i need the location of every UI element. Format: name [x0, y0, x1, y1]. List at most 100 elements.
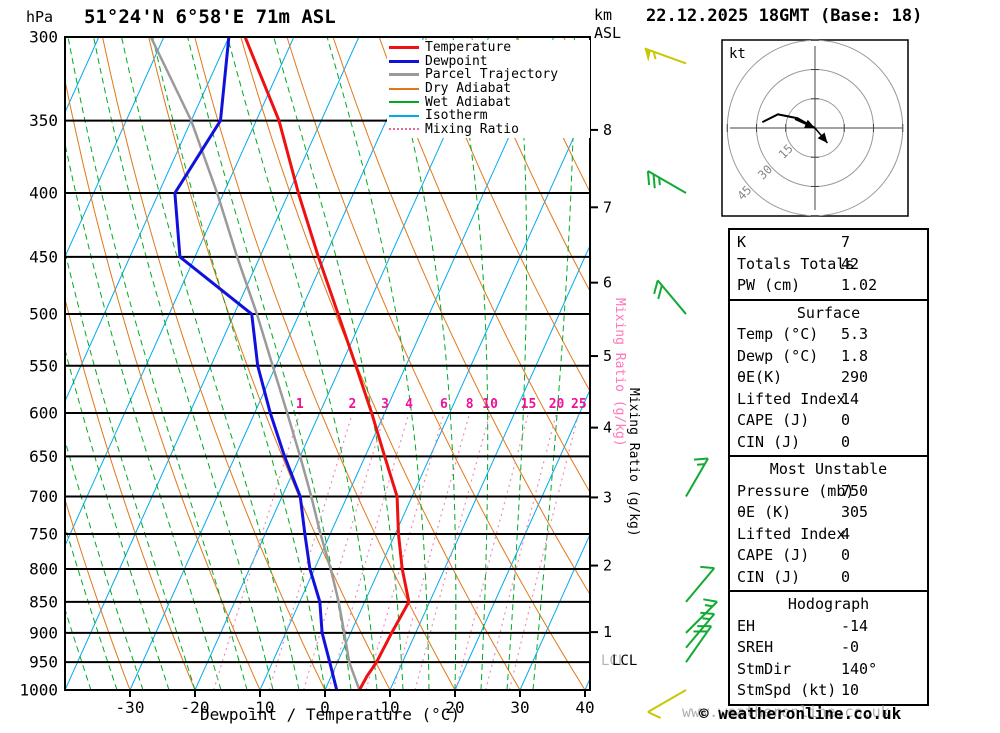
table-row-label: StmDir	[737, 659, 792, 678]
table-row-value: 42	[841, 254, 860, 273]
table-row-label: CAPE (J)	[737, 546, 810, 564]
table-row: StmDir 140°	[730, 659, 927, 681]
legend-label: Dry Adiabat	[425, 81, 512, 97]
temp-tick-label: 30	[510, 698, 529, 717]
mixing-ratio-value-label: 20	[549, 397, 565, 412]
dewpoint-curve	[173, 37, 339, 690]
wind-barb-column	[644, 47, 718, 719]
temp-tick-label: -30	[116, 698, 145, 717]
pressure-tick-label: 900	[29, 623, 58, 642]
wind-barb	[647, 689, 687, 719]
legend-item: Temperature	[389, 40, 590, 55]
copyright: © weatheronline.co.uk	[699, 704, 902, 723]
table-section: Surface Temp (°C) 5.3 Dewp (°C) 1.8 θE(K) 290 L…	[728, 298, 929, 457]
pressure-tick-label: 650	[29, 447, 58, 466]
mixing-ratio-value-label: 1	[296, 397, 304, 412]
isotherm-lines	[65, 37, 590, 690]
mixing-ratio-value-label: 2	[349, 397, 357, 412]
pressure-tick-label: 750	[29, 524, 58, 543]
mixing-ratio-value-label: 25	[571, 397, 587, 412]
table-row-value: 0	[841, 546, 851, 564]
legend-line-sample	[389, 101, 419, 104]
table-row: CAPE (J) 0	[730, 545, 927, 567]
pressure-axis-unit: hPa	[26, 8, 54, 26]
legend-label: Isotherm	[425, 108, 488, 124]
legend-line-sample	[389, 114, 419, 117]
table-row-value: 0	[841, 567, 851, 586]
table-row-value: 0	[841, 432, 851, 451]
table-section: Most Unstable Pressure (mb) 750 θE (K) 305 Li…	[728, 455, 929, 592]
km-tick-label: 3	[603, 488, 612, 506]
temp-tick-label: -20	[181, 698, 210, 717]
table-section-header: Surface	[796, 303, 861, 322]
table-row: StmSpd (kt) 10	[730, 680, 927, 702]
table-row-label: K	[737, 233, 747, 251]
table-row-label: Lifted Index	[737, 524, 846, 543]
wind-barb	[685, 598, 718, 634]
table-row-value: 140°	[841, 659, 878, 678]
wind-barb	[646, 170, 687, 194]
table-row-label: StmSpd (kt)	[737, 681, 837, 699]
table-row: Temp (°C) 5.3	[730, 324, 927, 346]
table-row: Dewp (°C) 1.8	[730, 346, 927, 368]
legend-label: Dewpoint	[425, 53, 488, 69]
legend-item: Isotherm	[389, 108, 590, 124]
table-section: Hodograph EH -14 SREH -0 StmDir 140° StmSpd (kt…	[728, 590, 929, 706]
table-row: PW (cm) 1.02	[730, 275, 927, 297]
legend-line-sample	[389, 87, 419, 90]
run-datetime: 22.12.2025 18GMT (Base: 18)	[646, 6, 923, 26]
table-row-value: 4	[841, 524, 851, 543]
km-tick-label: 6	[603, 274, 612, 292]
table-row: Totals Totals 42	[730, 254, 927, 276]
table-row-value: 290	[841, 368, 869, 386]
wind-barb	[685, 565, 716, 603]
mixing-ratio-value-label: 3	[381, 397, 389, 412]
plot-border	[64, 36, 591, 691]
table-row-label: PW (cm)	[737, 276, 801, 294]
altitude-axis-asl: ASL	[594, 24, 622, 42]
table-row-label: Pressure (mb)	[737, 481, 855, 500]
table-row: θE (K) 305	[730, 502, 927, 524]
temp-tick-label: 20	[445, 698, 464, 717]
legend-item: Dry Adiabat	[389, 81, 590, 97]
wind-barb	[685, 625, 713, 663]
table-row-label: θE(K)	[737, 368, 783, 386]
x-axis-title: Dewpoint / Temperature (°C)	[199, 705, 461, 724]
temp-tick-label: 0	[320, 698, 330, 717]
table-section-header: Most Unstable	[769, 460, 888, 478]
table-row-label: Lifted Index	[737, 389, 846, 408]
wind-barb	[685, 457, 709, 498]
table-row-value: 750	[841, 481, 869, 500]
wind-barb	[653, 279, 687, 315]
mixing-ratio-value-label: 15	[521, 397, 537, 412]
hodograph-unit-label: kt	[729, 46, 746, 62]
table-row-value: -14	[841, 616, 869, 635]
table-row: SREH -0	[730, 637, 927, 659]
page-title: 51°24'N 6°58'E 71m ASL	[84, 6, 336, 28]
table-row: CAPE (J) 0	[730, 410, 927, 432]
pressure-tick-label: 950	[29, 653, 58, 672]
legend-line-sample	[389, 128, 419, 131]
table-row-value: 0	[841, 411, 851, 429]
indices-table: K 7 Totals Totals 42 PW (cm) 1.02 Surface Temp …	[728, 228, 929, 706]
legend-line-sample	[389, 59, 419, 63]
table-row: Lifted Index 4	[730, 524, 927, 546]
km-tick-label: 4	[603, 419, 612, 437]
km-tick-label: 8	[603, 121, 612, 139]
table-row-value: 5.3	[841, 325, 869, 343]
table-row-label: Dewp (°C)	[737, 346, 819, 365]
temp-tick-label: -10	[246, 698, 275, 717]
mixing-ratio-value-label: 8	[466, 397, 474, 412]
parcel-trajectory-curve	[149, 37, 361, 690]
table-row: θE(K) 290	[730, 367, 927, 389]
table-section-header: Hodograph	[787, 595, 870, 613]
table-row-value: 305	[841, 503, 869, 521]
temp-tick-label: 10	[380, 698, 399, 717]
mixing-ratio-value-label: 6	[440, 397, 448, 412]
table-row-value: 7	[841, 233, 851, 251]
km-tick-label: 1	[603, 623, 612, 641]
